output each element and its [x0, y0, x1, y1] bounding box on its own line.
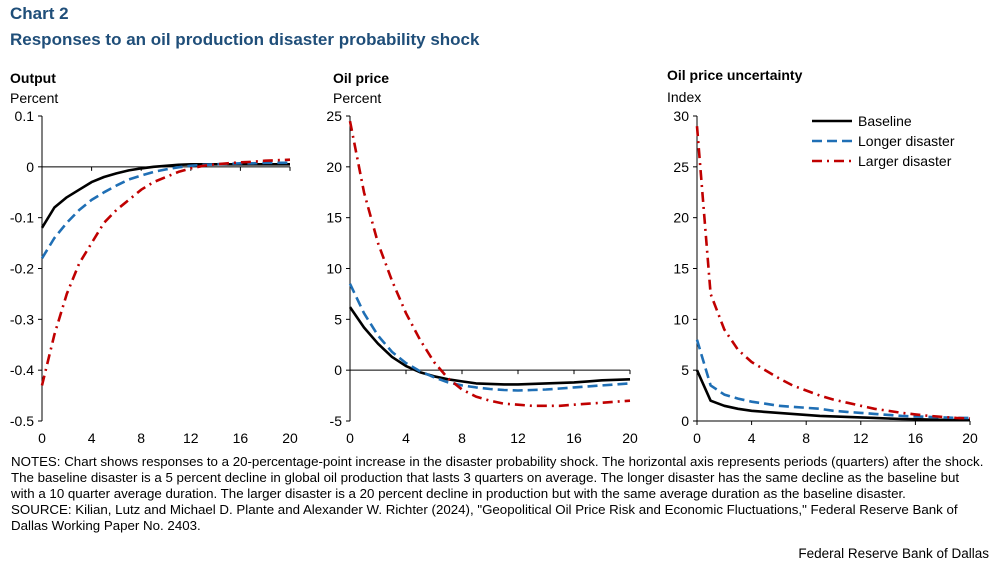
panel-title: Oil price: [333, 70, 389, 86]
x-tick-label: 4: [748, 430, 756, 446]
series-line-longer-disaster: [40, 161, 290, 259]
y-tick-label: 15: [673, 261, 689, 277]
y-tick-label: 5: [334, 311, 342, 327]
y-tick-label: 5: [681, 362, 689, 378]
y-tick-label: 0: [26, 159, 34, 175]
x-tick-label: 12: [183, 430, 199, 446]
y-tick-label: 0.1: [15, 108, 35, 124]
panel-unit-label: Percent: [333, 90, 381, 106]
x-tick-label: 16: [566, 430, 582, 446]
y-tick-label: -0.2: [10, 261, 34, 277]
x-tick-label: 8: [137, 430, 145, 446]
series-line-baseline: [695, 369, 970, 422]
panel-unit-label: Percent: [10, 90, 58, 106]
x-tick-label: 0: [693, 430, 701, 446]
x-tick-label: 12: [510, 430, 526, 446]
notes-text: NOTES: Chart shows responses to a 20-per…: [11, 454, 984, 501]
panel-title: Oil price uncertainty: [667, 67, 803, 83]
x-tick-label: 4: [88, 430, 96, 446]
x-tick-label: 4: [402, 430, 410, 446]
y-tick-label: 15: [326, 210, 342, 226]
x-tick-label: 0: [38, 430, 46, 446]
chart-label: Chart 2: [10, 4, 69, 23]
y-tick-label: -0.4: [10, 362, 34, 378]
y-tick-label: 0: [681, 413, 689, 429]
panel-title: Output: [10, 70, 56, 86]
x-tick-label: 12: [853, 430, 869, 446]
y-tick-label: -0.3: [10, 311, 34, 327]
y-tick-label: 25: [673, 159, 689, 175]
x-tick-label: 8: [458, 430, 466, 446]
x-tick-label: 20: [622, 430, 638, 446]
y-tick-label: 20: [326, 159, 342, 175]
y-tick-label: -5: [330, 413, 343, 429]
y-tick-label: 25: [326, 108, 342, 124]
series-line-longer-disaster: [348, 283, 631, 392]
series-line-larger-disaster: [348, 120, 631, 408]
notes-block: NOTES: Chart shows responses to a 20-per…: [11, 454, 986, 534]
series-line-larger-disaster: [40, 158, 291, 386]
x-tick-label: 16: [233, 430, 249, 446]
legend-label-longer-disaster: Longer disaster: [858, 133, 955, 149]
series-line-baseline: [40, 163, 290, 229]
y-tick-label: 20: [673, 210, 689, 226]
chart-title: Responses to an oil production disaster …: [10, 30, 480, 49]
source-text: SOURCE: Kilian, Lutz and Michael D. Plan…: [11, 502, 958, 533]
x-tick-label: 16: [908, 430, 924, 446]
legend-label-baseline: Baseline: [858, 113, 912, 129]
y-tick-label: 30: [673, 108, 689, 124]
series-line-longer-disaster: [695, 339, 970, 420]
y-tick-label: 10: [673, 311, 689, 327]
x-tick-label: 0: [346, 430, 354, 446]
series-line-larger-disaster: [695, 126, 971, 420]
y-tick-label: -0.1: [10, 210, 34, 226]
x-tick-label: 20: [962, 430, 978, 446]
x-tick-label: 20: [282, 430, 298, 446]
footer-credit: Federal Reserve Bank of Dallas: [798, 546, 989, 561]
y-tick-label: 10: [326, 261, 342, 277]
y-tick-label: 0: [334, 362, 342, 378]
legend-label-larger-disaster: Larger disaster: [858, 153, 952, 169]
x-tick-label: 8: [802, 430, 810, 446]
panel-unit-label: Index: [667, 89, 701, 105]
series-line-baseline: [348, 306, 631, 386]
y-tick-label: -0.5: [10, 413, 34, 429]
